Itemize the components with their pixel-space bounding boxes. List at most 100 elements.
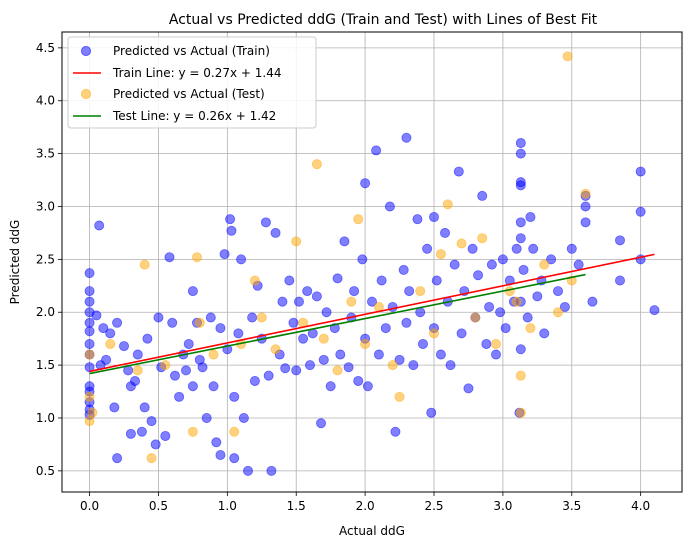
test-point [415,286,426,297]
train-point [136,426,147,437]
train-point [380,323,391,334]
train-point [373,349,384,360]
test-point [332,365,343,376]
test-point [146,453,157,464]
train-point [105,328,116,339]
train-point [284,275,295,286]
y-tick-label: 4.0 [36,94,55,108]
train-point [426,407,437,418]
train-point [288,317,299,328]
plot-frame [61,31,683,493]
train-point [435,349,446,360]
train-point [238,412,249,423]
train-point [649,305,660,316]
train-point [477,190,488,201]
legend-train-marker [80,45,92,57]
train-point [263,370,274,381]
train-point [349,286,360,297]
train-point [515,180,526,191]
train-point [339,236,350,247]
train-point [325,381,336,392]
train-point [280,363,291,374]
train-point [84,286,95,297]
x-tick-label: 2.5 [424,499,443,513]
train-point [298,333,309,344]
train-point [311,291,322,302]
test-point [132,365,143,376]
x-tick-label: 0.0 [80,499,99,513]
train-point [394,354,405,365]
train-point [580,201,591,212]
test-point [387,360,398,371]
test-point [515,370,526,381]
train-point [546,254,557,265]
test-point [229,426,240,437]
test-point [553,307,564,318]
test-point [394,391,405,402]
train-point [440,227,451,238]
test-point [256,312,267,323]
x-tick-label: 3.0 [493,499,512,513]
test-point [525,323,536,334]
train-point [566,243,577,254]
train-point [390,426,401,437]
train-point [293,296,304,307]
train-point [518,264,529,275]
train-point [431,275,442,286]
train-point [205,312,216,323]
train-point [515,148,526,159]
train-point [316,418,327,429]
train-point [362,381,373,392]
train-point [497,254,508,265]
train-point [615,235,626,246]
train-point [371,145,382,156]
legend-box [67,36,317,129]
train-point [174,391,185,402]
test-point [470,312,481,323]
y-tick-label: 0.5 [36,464,55,478]
train-point [112,317,123,328]
train-point [291,365,302,376]
train-point [215,323,226,334]
y-tick-label: 1.5 [36,358,55,372]
x-axis-label: Actual ddG [339,524,405,538]
legend-train-line-label: Train Line: y = 0.27x + 1.44 [112,66,281,80]
train-point [635,206,646,217]
x-tick-label: 1.0 [218,499,237,513]
test-point [511,296,522,307]
train-point [229,453,240,464]
test-point [346,296,357,307]
test-point [428,328,439,339]
train-point [164,252,175,263]
train-fit-line [89,253,655,373]
legend-test-label: Predicted vs Actual (Test) [113,87,265,101]
train-point [515,138,526,149]
train-point [463,383,474,394]
train-point [500,323,511,334]
train-point [422,243,433,254]
train-point [187,286,198,297]
test-point [353,214,364,225]
train-point [449,259,460,270]
y-tick-label: 3.5 [36,147,55,161]
train-point [366,296,377,307]
train-point [225,214,236,225]
train-point [146,416,157,427]
legend-train-label: Predicted vs Actual (Train) [113,44,270,58]
train-point [219,249,230,260]
train-point [453,166,464,177]
y-tick-label: 2.0 [36,305,55,319]
legend-test-line-label: Test Line: y = 0.26x + 1.42 [112,109,276,123]
y-tick-label: 3.0 [36,199,55,213]
train-point [445,360,456,371]
train-point [522,312,533,323]
train-point [539,328,550,339]
x-axis-ticks: 0.0 0.5 1.0 1.5 2.0 2.5 3.0 3.5 4.0 [80,492,650,513]
test-point [84,391,95,402]
test-point [187,426,198,437]
test-point [87,407,98,418]
train-point [532,291,543,302]
test-point [456,238,467,249]
test-point [249,275,260,286]
train-point [484,301,495,312]
